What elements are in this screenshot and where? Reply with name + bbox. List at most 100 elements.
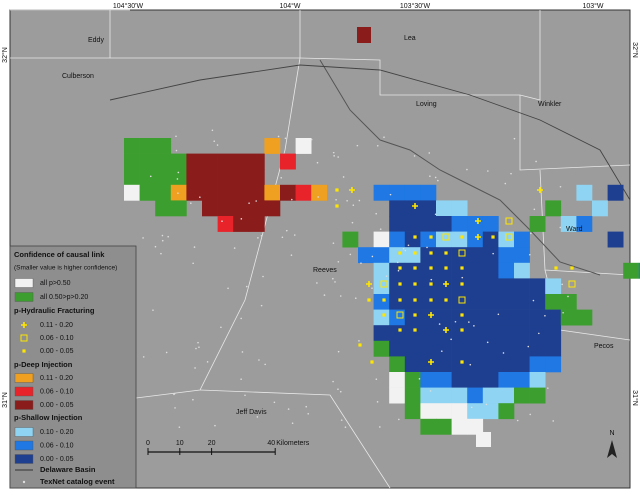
legend-label: all p>0.50 [40, 280, 71, 287]
event-dot [193, 246, 196, 248]
legend-group-title: Delaware Basin [40, 465, 96, 474]
hf-dot [460, 235, 464, 239]
legend-swatch [14, 400, 34, 410]
grid-cell [436, 372, 452, 388]
scale-label: 0 [146, 440, 150, 447]
event-dot [418, 378, 421, 380]
grid-cell [638, 262, 640, 279]
hf-square [20, 334, 28, 342]
grid-cell [514, 340, 530, 357]
grid-cell [170, 169, 187, 186]
grid-cell [139, 169, 156, 186]
graticule-label: 32°N [631, 42, 639, 58]
event-dot [356, 144, 359, 147]
county-label: Lea [404, 35, 416, 42]
hf-cross [21, 322, 27, 328]
event-dot [430, 278, 433, 281]
event-dot [273, 401, 276, 404]
event-dot [376, 144, 379, 147]
grid-cell [373, 231, 390, 248]
hf-dot [413, 298, 417, 302]
event-dot [358, 340, 360, 342]
event-dot [352, 204, 355, 206]
county-label: Winkler [538, 101, 562, 108]
grid-cell [436, 262, 452, 279]
legend-swatch [14, 386, 34, 397]
grid-cell [545, 200, 562, 217]
event-dot [317, 196, 319, 198]
scale-label: 10 [176, 440, 184, 447]
grid-cell [498, 325, 515, 342]
grid-cell [467, 356, 484, 373]
boundary [299, 10, 541, 101]
grid-cell [529, 372, 546, 388]
event-dot [333, 155, 335, 157]
hf-dot [460, 313, 464, 317]
grid-cell [389, 372, 406, 388]
event-dot [339, 295, 342, 297]
grid-cell [482, 387, 499, 404]
grid-cell [451, 418, 468, 435]
event-dot [486, 341, 489, 344]
grid-cell [404, 372, 421, 388]
event-dot [371, 255, 374, 258]
grid-cell [170, 200, 187, 217]
event-dot [544, 314, 546, 317]
event-dot [398, 418, 400, 421]
river [319, 59, 601, 276]
grid-cell [514, 387, 530, 404]
event-dot [216, 144, 219, 146]
grid-cell [436, 403, 452, 420]
event-dot [533, 208, 536, 211]
boundary [199, 389, 391, 489]
event-dot [227, 287, 229, 290]
event-dot [241, 351, 244, 353]
graticule-label: 104°30'W [113, 2, 144, 10]
event-dot [346, 200, 348, 202]
event-dot [260, 234, 263, 237]
event-dot [332, 277, 334, 280]
event-dot [285, 229, 288, 232]
grid-cell [436, 309, 452, 326]
grid-cell [529, 356, 546, 373]
grid-cell [420, 340, 437, 357]
hf-dot [460, 328, 464, 332]
grid-cell [467, 325, 484, 342]
grid-cell [404, 200, 421, 217]
grid-cell [420, 262, 437, 279]
event-dot [248, 202, 250, 204]
hf-square [396, 311, 404, 319]
grid-cell [607, 231, 624, 248]
grid-cell [155, 153, 172, 170]
graticule-label: 32°N [1, 47, 9, 63]
hf-dot [413, 251, 417, 255]
legend-label: all 0.50>p>0.20 [40, 294, 88, 301]
event-dot [233, 247, 236, 249]
grid-cell [467, 372, 484, 388]
event-dot [532, 299, 535, 302]
event-dot [194, 367, 196, 369]
grid-cell [451, 309, 468, 326]
grid-cell [514, 262, 530, 279]
grid-cell [482, 340, 499, 357]
event-dot [342, 176, 345, 178]
event-dot [195, 347, 197, 350]
grid-cell [482, 231, 499, 248]
grid-cell [436, 294, 452, 310]
hf-cross [428, 359, 434, 365]
grid-cell [155, 200, 172, 217]
hf-dot [554, 266, 558, 270]
event-dot [244, 394, 246, 397]
grid-cell [576, 184, 593, 201]
grid-cell [404, 403, 421, 420]
event-dot [199, 196, 201, 198]
hf-dot [429, 282, 433, 286]
grid-cell [373, 325, 390, 342]
event-dot [344, 426, 347, 428]
grid-cell [498, 294, 515, 310]
event-dot [220, 326, 222, 329]
event-dot [413, 155, 416, 157]
event-dot [529, 413, 532, 416]
event-dot [485, 403, 488, 406]
event-dot [434, 213, 437, 216]
